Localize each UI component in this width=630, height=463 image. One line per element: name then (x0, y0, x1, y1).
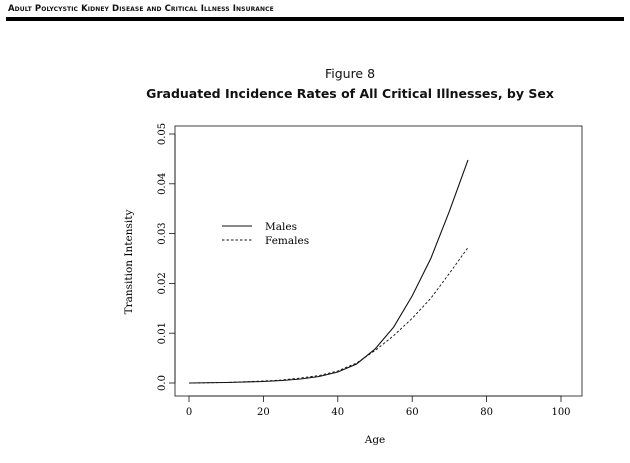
header-rule (6, 17, 624, 21)
y-tick-label: 0.02 (157, 272, 168, 294)
x-tick-label: 100 (551, 407, 570, 418)
y-tick-label: 0.03 (157, 222, 168, 244)
y-axis: 0.0 0.01 0.02 0.03 0.04 0.05 (157, 123, 176, 391)
plot-frame (174, 125, 583, 397)
y-axis-label: Transition Intensity (123, 210, 135, 315)
x-tick-label: 20 (257, 407, 270, 418)
running-header: Adult Polycystic Kidney Disease and Crit… (8, 4, 274, 14)
x-axis: 0 20 40 60 80 100 (186, 395, 571, 418)
y-tick-label: 0.01 (157, 322, 168, 344)
legend: Males Females (222, 221, 309, 247)
x-tick-label: 60 (406, 407, 419, 418)
series-line-males (188, 159, 469, 384)
x-tick-label: 40 (331, 407, 344, 418)
legend-label-males: Males (265, 221, 297, 233)
x-tick-label: 80 (480, 407, 493, 418)
y-tick-label: 0.0 (157, 375, 168, 391)
figure-label: Figure 8 (324, 66, 376, 81)
x-axis-label: Age (364, 434, 386, 446)
figure-title: Graduated Incidence Rates of All Critica… (146, 86, 554, 101)
y-tick-label: 0.04 (157, 173, 168, 195)
x-tick-label: 0 (186, 407, 192, 418)
series-line-females (188, 247, 469, 384)
y-tick-label: 0.05 (157, 123, 168, 145)
legend-label-females: Females (265, 235, 309, 247)
series-layer (188, 159, 469, 384)
